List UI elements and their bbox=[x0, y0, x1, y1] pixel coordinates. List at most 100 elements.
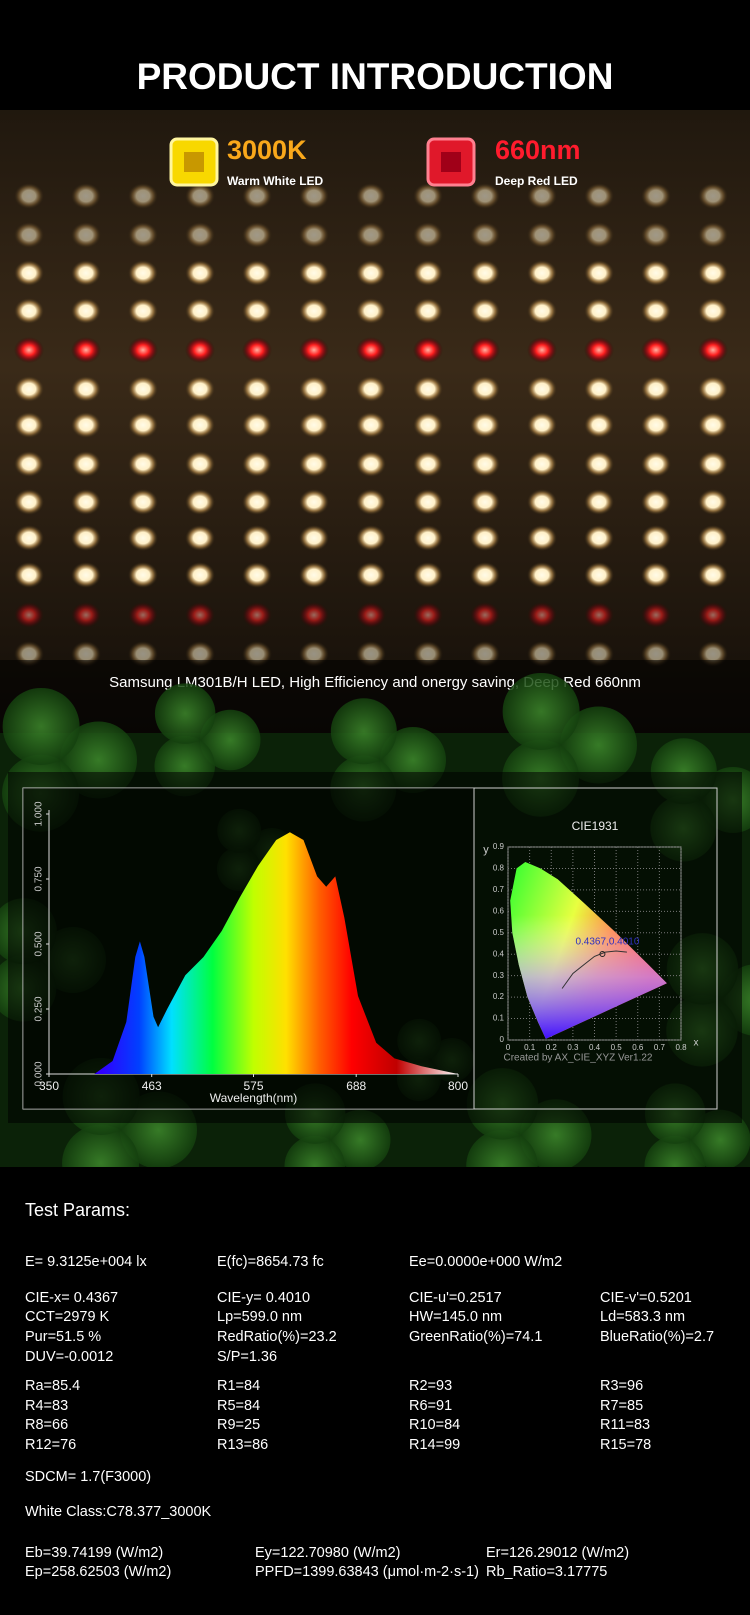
led bbox=[128, 183, 158, 209]
warm-led-chip bbox=[184, 152, 204, 172]
y-tick-label: 0.1 bbox=[493, 1014, 505, 1023]
param: R13=86 bbox=[217, 1437, 268, 1453]
led bbox=[413, 222, 443, 248]
led bbox=[413, 412, 443, 438]
spectrum bbox=[49, 832, 458, 1074]
leaf bbox=[330, 1109, 391, 1171]
led bbox=[14, 222, 44, 248]
led bbox=[698, 337, 728, 363]
led bbox=[185, 183, 215, 209]
led bbox=[470, 260, 500, 286]
param: R7=85 bbox=[600, 1398, 643, 1414]
led bbox=[698, 412, 728, 438]
led bbox=[413, 260, 443, 286]
param: BlueRatio(%)=2.7 bbox=[600, 1329, 714, 1345]
led bbox=[584, 183, 614, 209]
led bbox=[641, 183, 671, 209]
led bbox=[413, 376, 443, 402]
led bbox=[470, 298, 500, 324]
badge-value: 3000K bbox=[227, 135, 307, 165]
led bbox=[185, 525, 215, 551]
led bbox=[527, 337, 557, 363]
param: Ey=122.70980 (W/m2) bbox=[255, 1545, 400, 1561]
led bbox=[698, 602, 728, 628]
led bbox=[14, 183, 44, 209]
led bbox=[470, 337, 500, 363]
led bbox=[356, 562, 386, 588]
led bbox=[14, 337, 44, 363]
led bbox=[641, 222, 671, 248]
led bbox=[128, 376, 158, 402]
led bbox=[71, 222, 101, 248]
led bbox=[698, 183, 728, 209]
title: PRODUCT INTRODUCTION bbox=[137, 56, 614, 97]
led bbox=[71, 602, 101, 628]
led bbox=[584, 451, 614, 477]
param: R11=83 bbox=[600, 1417, 650, 1433]
led bbox=[185, 376, 215, 402]
param: Ep=258.62503 (W/m2) bbox=[25, 1564, 171, 1580]
led bbox=[470, 183, 500, 209]
led bbox=[71, 525, 101, 551]
led bbox=[128, 337, 158, 363]
param: CIE-v'=0.5201 bbox=[600, 1290, 692, 1306]
header-bg bbox=[0, 0, 750, 110]
cie-annotation: 0.4367,0.4010 bbox=[575, 937, 639, 948]
led bbox=[299, 260, 329, 286]
param: R3=96 bbox=[600, 1378, 643, 1394]
led bbox=[413, 489, 443, 515]
x-tick-label: 463 bbox=[142, 1079, 162, 1093]
leaf bbox=[690, 1109, 750, 1171]
led bbox=[356, 489, 386, 515]
locus bbox=[561, 950, 627, 989]
led bbox=[242, 412, 272, 438]
led bbox=[527, 222, 557, 248]
y-tick-label: 0.4 bbox=[493, 949, 505, 958]
led bbox=[14, 260, 44, 286]
led bbox=[527, 525, 557, 551]
led bbox=[584, 337, 614, 363]
led bbox=[356, 298, 386, 324]
led bbox=[356, 376, 386, 402]
y-tick-label: 0.9 bbox=[493, 842, 505, 851]
led-grid bbox=[14, 183, 728, 667]
param: R1=84 bbox=[217, 1378, 260, 1394]
leaf bbox=[200, 709, 261, 771]
led bbox=[71, 337, 101, 363]
param: R15=78 bbox=[600, 1437, 651, 1453]
led bbox=[356, 260, 386, 286]
param: R14=99 bbox=[409, 1437, 460, 1453]
led bbox=[413, 525, 443, 551]
led bbox=[356, 602, 386, 628]
y-tick-label: 0.750 bbox=[34, 866, 45, 891]
params-bg bbox=[0, 1167, 750, 1615]
badge-value: 660nm bbox=[495, 135, 581, 165]
x-tick-label: 0 bbox=[506, 1043, 511, 1052]
led bbox=[356, 412, 386, 438]
x-tick-label: 688 bbox=[346, 1079, 366, 1093]
param: R10=84 bbox=[409, 1417, 460, 1433]
led bbox=[71, 451, 101, 477]
param: Ra=85.4 bbox=[25, 1378, 80, 1394]
y-tick-label: 0.500 bbox=[34, 931, 45, 956]
params: E= 9.3125e+004 lx E(fc)=8654.73 fc Ee=0.00… bbox=[25, 1254, 714, 1580]
x-tick-label: 0.1 bbox=[524, 1043, 536, 1052]
led bbox=[14, 602, 44, 628]
param: CIE-x= 0.4367 bbox=[25, 1290, 118, 1306]
x-tick-label: 0.6 bbox=[632, 1043, 644, 1052]
param: Ld=583.3 nm bbox=[600, 1309, 685, 1325]
led bbox=[698, 260, 728, 286]
led bbox=[584, 260, 614, 286]
led bbox=[14, 298, 44, 324]
x-axis-label: Wavelength(nm) bbox=[210, 1091, 298, 1105]
param: Pur=51.5 % bbox=[25, 1329, 101, 1345]
led bbox=[185, 451, 215, 477]
led bbox=[584, 298, 614, 324]
led bbox=[698, 376, 728, 402]
led bbox=[698, 222, 728, 248]
led bbox=[584, 525, 614, 551]
led bbox=[14, 562, 44, 588]
led bbox=[185, 489, 215, 515]
param: R4=83 bbox=[25, 1398, 68, 1414]
led bbox=[527, 260, 557, 286]
